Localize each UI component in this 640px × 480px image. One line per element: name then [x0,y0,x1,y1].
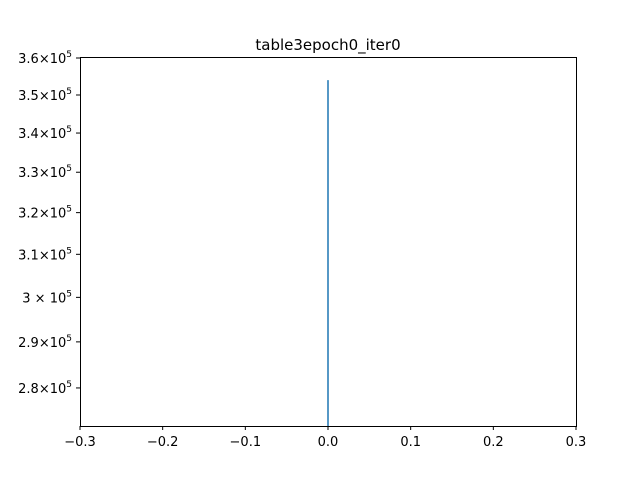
y-tick-label: 3.3×105 [18,164,72,181]
x-tick-label: −0.3 [64,435,96,450]
y-tick-label: 3.4×105 [18,125,72,142]
chart-title: table3epoch0_iter0 [255,36,400,55]
y-tick-label: 2.9×105 [18,334,72,351]
x-tick-label: 0.2 [483,435,504,450]
y-tick-label: 2.8×105 [18,380,72,397]
x-tick-label: 0.0 [318,435,339,450]
x-tick-label: −0.2 [147,435,179,450]
y-tick-label: 3.5×105 [18,87,72,104]
x-tick-label: 0.3 [566,435,587,450]
y-tick-label: 3.2×105 [18,205,72,222]
y-tick-label: 3 × 105 [22,289,72,306]
y-tick-label: 3.6×105 [18,50,72,67]
plot-frame [80,57,577,427]
axes-layer: −0.3 −0.2 −0.1 0.0 0.1 0.2 0.3 2.8×105 2.9×105 3 … [18,50,586,450]
x-tick-label: 0.1 [400,435,421,450]
x-tick-label: −0.1 [230,435,262,450]
y-tick-label: 3.1×105 [18,246,72,263]
